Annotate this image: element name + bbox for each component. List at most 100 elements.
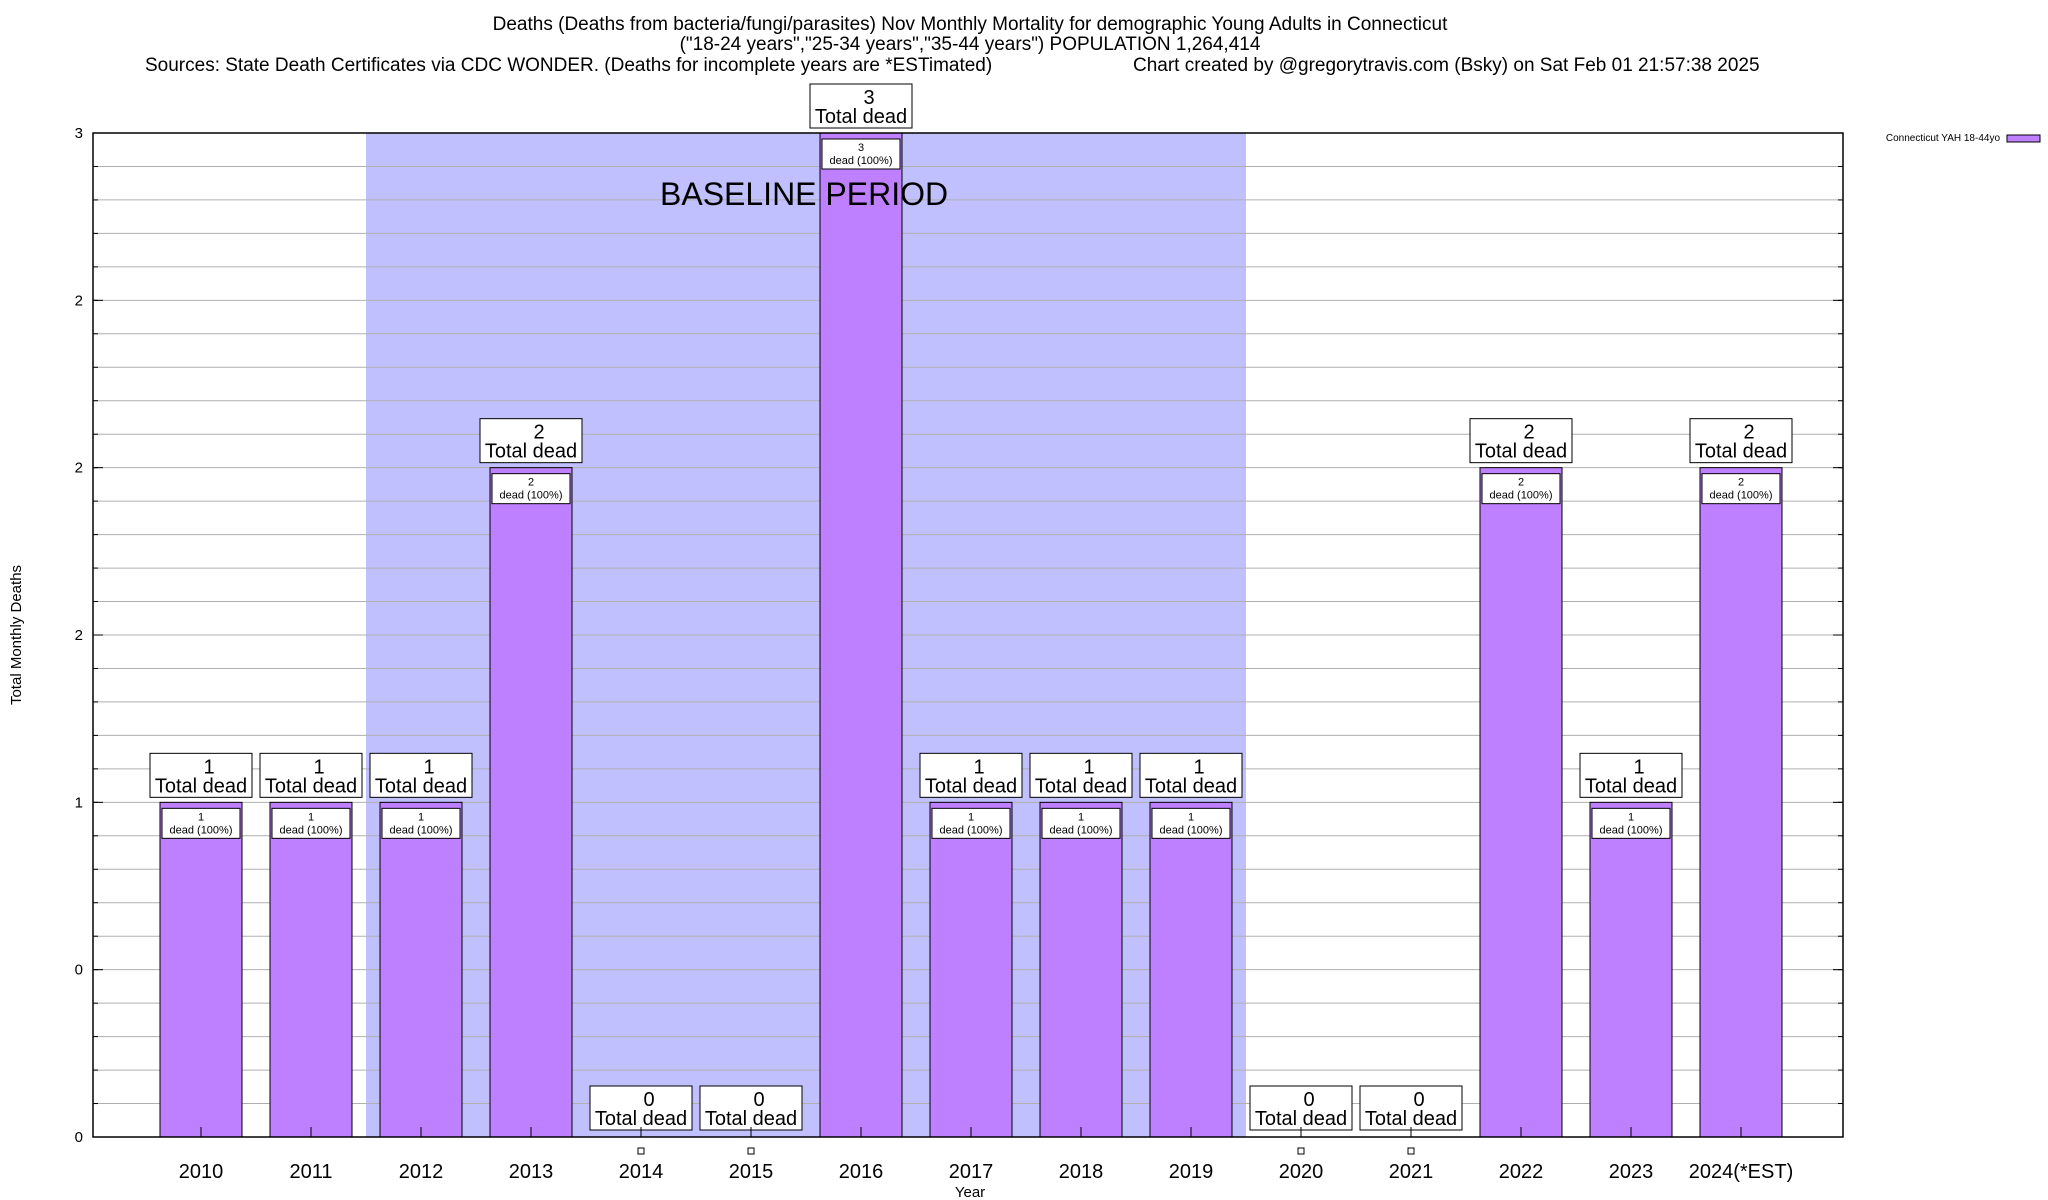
bar-inner-count: 2 — [528, 477, 534, 489]
x-tick-label: 2021 — [1389, 1161, 1434, 1183]
x-tick-label: 2016 — [839, 1161, 884, 1183]
x-tick-label: 2013 — [509, 1161, 554, 1183]
bar-total-label-box — [1579, 752, 1683, 798]
bar-inner-count: 1 — [968, 811, 974, 823]
bar-zero-marker — [747, 1147, 755, 1155]
x-tick-label: 2015 — [729, 1161, 774, 1183]
bar-total-count: 0 — [1413, 1089, 1424, 1111]
bar-inner-percent: dead (100%) — [280, 824, 343, 836]
bar-inner-count: 1 — [308, 811, 314, 823]
y-tick-label: 3 — [75, 125, 83, 142]
bar-inner-count: 3 — [858, 142, 864, 154]
bar-total-count: 0 — [1303, 1089, 1314, 1111]
bar-inner-count: 1 — [1628, 811, 1634, 823]
bar-total-count: 0 — [643, 1089, 654, 1111]
chart-credit: Chart created by @gregorytravis.com (Bsk… — [1133, 55, 1760, 76]
bar-total-suffix: Total dead — [1585, 775, 1677, 797]
bar — [379, 801, 463, 1138]
x-tick-label: 2014 — [619, 1161, 664, 1183]
bar-inner-label-box — [161, 807, 241, 839]
bar-total-count: 2 — [1743, 422, 1754, 444]
bar-total-count: 1 — [1193, 756, 1204, 778]
bar — [489, 467, 573, 1138]
y-axis-label: Total Monthly Deaths — [8, 565, 25, 705]
bar-inner-label-box — [1591, 807, 1671, 839]
bar-total-label-box — [699, 1085, 803, 1131]
bar-total-count: 1 — [313, 756, 324, 778]
bar-inner-label-box — [271, 807, 351, 839]
bar-inner-percent: dead (100%) — [170, 824, 233, 836]
bar-inner-label-box — [381, 807, 461, 839]
bar-total-label-box — [1359, 1085, 1463, 1131]
bar — [1589, 801, 1673, 1138]
x-tick-label: 2017 — [949, 1161, 994, 1183]
bar-total-label-box — [809, 83, 913, 129]
x-tick-label: 2020 — [1279, 1161, 1324, 1183]
bar — [1479, 467, 1563, 1138]
bar-total-label-box — [369, 752, 473, 798]
bar — [159, 801, 243, 1138]
bar-inner-percent: dead (100%) — [1710, 490, 1773, 502]
bar-total-suffix: Total dead — [375, 775, 467, 797]
bar-total-label-box — [1689, 418, 1793, 464]
bar-zero-marker — [1407, 1147, 1415, 1155]
bar-zero-marker — [1297, 1147, 1305, 1155]
bar-total-suffix: Total dead — [485, 441, 577, 463]
bar-inner-label-box — [1701, 473, 1781, 505]
y-tick-label: 2 — [75, 460, 83, 477]
y-tick-label: 0 — [75, 962, 83, 979]
x-tick-label: 2012 — [399, 1161, 444, 1183]
bar-inner-count: 1 — [1078, 811, 1084, 823]
bar-inner-percent: dead (100%) — [1160, 824, 1223, 836]
bar-inner-count: 1 — [418, 811, 424, 823]
bar-inner-label-box — [821, 138, 901, 170]
bar-total-label-box — [479, 418, 583, 464]
bar-total-suffix: Total dead — [925, 775, 1017, 797]
x-tick-label: 2010 — [179, 1161, 224, 1183]
x-tick-label: 2024(*EST) — [1689, 1161, 1794, 1183]
bar-total-label-box — [1139, 752, 1243, 798]
bar-total-suffix: Total dead — [1035, 775, 1127, 797]
bar-total-count: 3 — [863, 87, 874, 109]
bar-total-suffix: Total dead — [595, 1108, 687, 1130]
bar-total-suffix: Total dead — [815, 106, 907, 128]
bar-total-suffix: Total dead — [1365, 1108, 1457, 1130]
bar-total-suffix: Total dead — [1255, 1108, 1347, 1130]
bar-total-count: 2 — [1523, 422, 1534, 444]
bar-inner-percent: dead (100%) — [830, 155, 893, 167]
bar-zero-marker — [637, 1147, 645, 1155]
bar-total-label-box — [1469, 418, 1573, 464]
bar-total-count: 1 — [973, 756, 984, 778]
bar-total-suffix: Total dead — [1145, 775, 1237, 797]
bar — [1149, 801, 1233, 1138]
x-tick-label: 2018 — [1059, 1161, 1104, 1183]
bars — [159, 132, 1783, 1155]
bar-inner-count: 2 — [1518, 477, 1524, 489]
bar-total-count: 1 — [203, 756, 214, 778]
bar-inner-label-box — [491, 473, 571, 505]
legend-swatch — [2006, 134, 2041, 143]
bar-total-suffix: Total dead — [1695, 441, 1787, 463]
bar-total-count: 0 — [753, 1089, 764, 1111]
bar-inner-count: 1 — [1188, 811, 1194, 823]
bar-total-label-box — [1029, 752, 1133, 798]
bar-total-suffix: Total dead — [265, 775, 357, 797]
x-tick-label: 2023 — [1609, 1161, 1654, 1183]
bar-total-suffix: Total dead — [705, 1108, 797, 1130]
y-tick-label: 0 — [75, 1129, 83, 1146]
bar-inner-percent: dead (100%) — [1490, 490, 1553, 502]
bar — [1699, 467, 1783, 1138]
bar-total-label-box — [149, 752, 253, 798]
baseline-period-label: BASELINE PERIOD — [660, 176, 948, 212]
y-tick-label: 2 — [75, 627, 83, 644]
bar-inner-count: 1 — [198, 811, 204, 823]
chart-sources-line: Sources: State Death Certificates via CD… — [145, 55, 992, 76]
bar-total-suffix: Total dead — [1475, 441, 1567, 463]
x-tick-label: 2011 — [289, 1161, 332, 1183]
bar — [929, 801, 1013, 1138]
bar-total-label-box — [259, 752, 363, 798]
bar — [269, 801, 353, 1138]
